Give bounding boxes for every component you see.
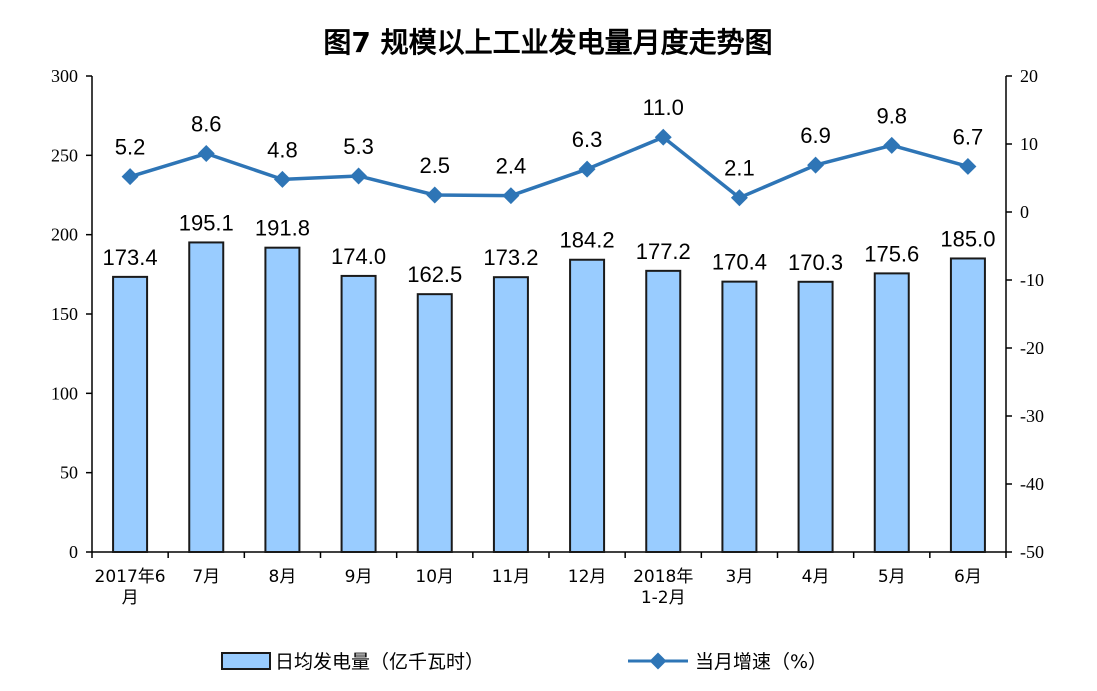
line-value-label: 6.3 xyxy=(572,127,603,152)
bar xyxy=(721,280,758,553)
bar xyxy=(112,275,149,553)
line-point xyxy=(426,186,444,204)
line-value-label: 2.1 xyxy=(724,156,755,181)
line-value-label: 2.5 xyxy=(419,153,450,178)
y-left-tick-label: 300 xyxy=(51,66,78,86)
legend: 日均发电量（亿千瓦时） 当月增速（%） xyxy=(221,651,827,673)
x-tick-label: 10月 xyxy=(415,567,454,587)
bar xyxy=(264,246,301,553)
x-tick-label: 5月 xyxy=(878,567,906,587)
line-value-label: 6.9 xyxy=(800,123,831,148)
x-tick-label: 4月 xyxy=(802,567,830,587)
bar xyxy=(569,258,606,553)
line-point xyxy=(273,170,291,188)
line-point xyxy=(654,128,672,146)
line-point xyxy=(121,168,139,186)
bar xyxy=(949,257,986,553)
chart-title: 图7 规模以上工业发电量月度走势图 xyxy=(323,26,772,59)
bar xyxy=(873,272,910,553)
data-labels-group: 173.4 195.1 191.8 174.0 162.5 173.2 184.2 177.2… xyxy=(103,95,996,287)
x-tick-label: 11月 xyxy=(492,567,531,587)
legend-line-label: 当月增速（%） xyxy=(695,651,827,673)
line-value-label: 11.0 xyxy=(643,95,684,120)
bar-value-label: 191.8 xyxy=(255,216,310,241)
bar xyxy=(645,269,682,553)
line-point xyxy=(197,145,215,163)
growth-line xyxy=(129,135,969,200)
bar xyxy=(340,274,377,553)
bar xyxy=(492,276,529,553)
y-left-tick-label: 250 xyxy=(51,145,78,165)
x-tick-label: 9月 xyxy=(345,567,373,587)
line-value-label: 6.7 xyxy=(953,124,984,149)
line-point xyxy=(807,156,825,174)
x-tick-label: 月 xyxy=(122,588,139,608)
bar xyxy=(188,241,225,553)
bar-value-label: 173.2 xyxy=(483,245,538,270)
line-value-label: 8.6 xyxy=(191,112,222,137)
line-point xyxy=(730,189,748,207)
x-tick-label: 8月 xyxy=(269,567,297,587)
line-value-label: 5.3 xyxy=(343,134,374,159)
bar-value-label: 170.3 xyxy=(788,250,843,275)
x-tick-label: 2017年6 xyxy=(95,567,166,587)
line-value-label: 9.8 xyxy=(876,103,907,128)
y-right-tick-label: 0 xyxy=(1020,202,1029,222)
line-point xyxy=(350,167,368,185)
bar-value-label: 162.5 xyxy=(407,262,462,287)
y-right-tick-label: -10 xyxy=(1020,270,1044,290)
line-point xyxy=(502,187,520,205)
x-tick-label: 3月 xyxy=(726,567,754,587)
y-left-tick-label: 50 xyxy=(60,463,78,483)
x-tick-label: 6月 xyxy=(954,567,982,587)
bar-value-label: 177.2 xyxy=(636,239,691,264)
line-value-label: 4.8 xyxy=(267,137,298,162)
x-tick-label: 1-2月 xyxy=(641,588,686,608)
legend-bar-swatch xyxy=(221,652,271,670)
bar xyxy=(416,293,453,553)
bar-value-label: 170.4 xyxy=(712,250,767,275)
x-tick-label: 12月 xyxy=(568,567,607,587)
bar-value-label: 195.1 xyxy=(179,210,234,235)
line-point xyxy=(959,157,977,175)
bar-value-label: 173.4 xyxy=(103,245,158,270)
bar xyxy=(797,280,834,553)
y-left-tick-label: 200 xyxy=(51,225,78,245)
y-left-tick-label: 0 xyxy=(69,542,78,562)
line-point xyxy=(883,136,901,154)
axes-group: 0 50 100 150 200 250 300 -50 -40 -30 -20 -10 0 10 20 20… xyxy=(51,66,1044,608)
y-right-tick-label: 20 xyxy=(1020,66,1038,86)
y-right-tick-label: -50 xyxy=(1020,542,1044,562)
line-value-label: 5.2 xyxy=(115,135,146,160)
y-right-tick-label: 10 xyxy=(1020,134,1038,154)
line-series-group xyxy=(121,128,977,207)
bar-value-label: 185.0 xyxy=(940,226,995,251)
y-right-tick-label: -40 xyxy=(1020,474,1044,494)
bar-value-label: 174.0 xyxy=(331,244,386,269)
line-value-label: 2.4 xyxy=(496,154,527,179)
line-point xyxy=(578,160,596,178)
y-left-tick-label: 100 xyxy=(51,383,78,403)
bar-value-label: 184.2 xyxy=(560,228,615,253)
legend-line-marker xyxy=(649,652,667,670)
bars-group xyxy=(112,241,986,553)
y-right-tick-label: -30 xyxy=(1020,406,1044,426)
x-tick-label: 2018年 xyxy=(633,567,693,587)
bar-value-label: 175.6 xyxy=(864,241,919,266)
x-tick-label: 7月 xyxy=(192,567,220,587)
y-right-tick-label: -20 xyxy=(1020,338,1044,358)
legend-bar-label: 日均发电量（亿千瓦时） xyxy=(275,651,484,673)
y-left-tick-label: 150 xyxy=(51,304,78,324)
